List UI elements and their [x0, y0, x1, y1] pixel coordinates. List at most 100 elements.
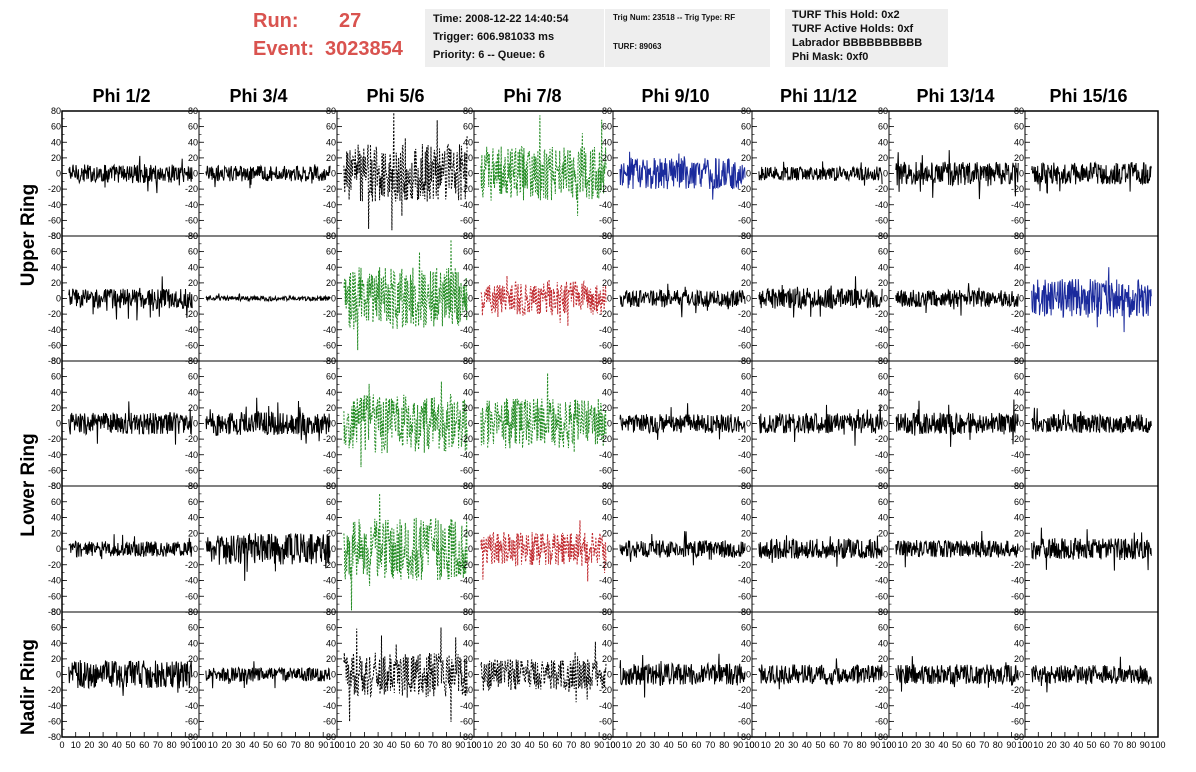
y-tick-label: -20: [48, 309, 61, 319]
y-tick-label: 80: [51, 356, 61, 366]
time-info-box: Time: 2008-12-22 14:40:54 Trigger: 606.9…: [425, 9, 604, 67]
turf-active-line: TURF Active Holds: 0xf: [792, 23, 914, 35]
y-tick-label: 20: [51, 278, 61, 288]
y-tick-label: 0: [468, 544, 473, 554]
y-tick-label: 80: [463, 481, 473, 491]
y-tick-label: 40: [463, 262, 473, 272]
x-tick-label: 0: [59, 740, 64, 750]
y-tick-label: -40: [875, 325, 888, 335]
x-tick-label: 10: [346, 740, 356, 750]
y-tick-label: 60: [602, 122, 612, 132]
x-tick-label: 40: [802, 740, 812, 750]
y-tick-label: 0: [331, 169, 336, 179]
y-tick-label: 0: [468, 419, 473, 429]
y-tick-label: -40: [48, 450, 61, 460]
y-tick-label: -20: [1011, 309, 1024, 319]
y-tick-label: 0: [56, 544, 61, 554]
y-tick-label: -60: [875, 465, 888, 475]
y-tick-label: 40: [326, 638, 336, 648]
y-tick-label: 80: [1014, 231, 1024, 241]
y-tick-label: 40: [878, 513, 888, 523]
x-tick-label: 80: [580, 740, 590, 750]
panel-frame: [336, 360, 475, 487]
y-tick-label: 0: [193, 670, 198, 680]
y-tick-label: -40: [599, 200, 612, 210]
y-tick-label: 20: [1014, 654, 1024, 664]
y-tick-label: -20: [460, 434, 473, 444]
y-tick-label: -60: [738, 340, 751, 350]
x-tick-label: 50: [125, 740, 135, 750]
y-tick-label: -60: [1011, 340, 1024, 350]
x-tick-label: 100: [1150, 740, 1165, 750]
y-tick-label: 40: [878, 137, 888, 147]
x-tick-label: 50: [1086, 740, 1096, 750]
y-tick-label: 60: [741, 497, 751, 507]
y-tick-label: -60: [738, 215, 751, 225]
waveform-trace: [1031, 407, 1152, 434]
y-tick-label: 80: [326, 481, 336, 491]
y-tick-label: 0: [56, 294, 61, 304]
y-tick-label: -20: [738, 184, 751, 194]
x-tick-label: 30: [511, 740, 521, 750]
y-tick-label: 40: [878, 262, 888, 272]
waveform-trace: [1031, 527, 1152, 571]
y-tick-label: -20: [875, 309, 888, 319]
turf-line: TURF: 89063: [613, 42, 662, 51]
trig-info-box: Trig Num: 23518 -- Trig Type: RF TURF: 8…: [605, 9, 770, 67]
panel-r3-c0: -80 -60 -40 -20 0 20 40 60 80: [48, 481, 200, 617]
y-tick-label: 60: [188, 247, 198, 257]
y-tick-label: -40: [323, 701, 336, 711]
x-tick-label: 30: [1060, 740, 1070, 750]
waveform-trace: [619, 403, 746, 440]
y-tick-label: 40: [741, 387, 751, 397]
column-title-phi-1-2: Phi 1/2: [92, 86, 151, 106]
y-tick-label: 80: [878, 607, 888, 617]
x-tick-label: 10: [208, 740, 218, 750]
y-tick-label: -20: [185, 560, 198, 570]
waveform-trace: [68, 155, 193, 194]
y-tick-label: 0: [883, 670, 888, 680]
y-tick-label: -20: [875, 685, 888, 695]
x-tick-label: 0: [886, 740, 891, 750]
waveform-trace: [68, 534, 193, 560]
waveform-trace: [895, 150, 1019, 200]
column-title-phi-3-4: Phi 3/4: [229, 86, 288, 106]
y-tick-label: 60: [326, 247, 336, 257]
x-tick-label: 100: [744, 740, 759, 750]
y-tick-label: -40: [738, 450, 751, 460]
y-tick-label: 60: [878, 247, 888, 257]
y-tick-label: 60: [1014, 497, 1024, 507]
x-tick-label: 80: [304, 740, 314, 750]
y-tick-label: 40: [602, 638, 612, 648]
x-tick-label: 0: [1022, 740, 1027, 750]
y-tick-label: -60: [460, 215, 473, 225]
y-tick-label: 40: [326, 137, 336, 147]
x-tick-label: 90: [180, 740, 190, 750]
y-tick-label: -60: [460, 591, 473, 601]
y-tick-label: 80: [51, 607, 61, 617]
y-tick-label: 20: [741, 654, 751, 664]
y-tick-label: 20: [188, 654, 198, 664]
y-tick-label: -60: [599, 340, 612, 350]
turf-hold-line: TURF This Hold: 0x2: [792, 9, 900, 21]
time-line: Time: 2008-12-22 14:40:54: [433, 13, 569, 25]
y-tick-label: 0: [883, 169, 888, 179]
waveform-trace: [205, 293, 331, 303]
event-label-text: Event:: [253, 38, 315, 60]
y-tick-label: -20: [599, 685, 612, 695]
y-tick-label: 40: [326, 387, 336, 397]
x-tick-label: 80: [1126, 740, 1136, 750]
x-tick-label: 60: [966, 740, 976, 750]
y-tick-label: 60: [463, 247, 473, 257]
x-tick-label: 90: [1140, 740, 1150, 750]
y-tick-label: -60: [185, 215, 198, 225]
y-tick-label: 40: [188, 638, 198, 648]
y-tick-label: 0: [56, 670, 61, 680]
y-tick-label: 40: [463, 513, 473, 523]
y-tick-label: -20: [48, 560, 61, 570]
waveform-trace: [480, 275, 607, 327]
